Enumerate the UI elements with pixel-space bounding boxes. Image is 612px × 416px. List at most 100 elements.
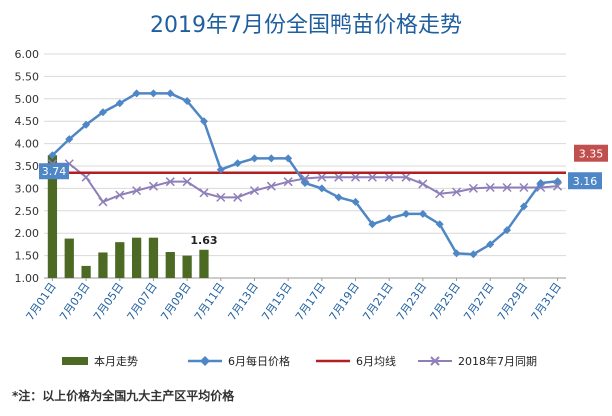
y-tick-label: 5.00 [15,93,40,106]
x-tick-label: 7月27日 [461,280,496,323]
bar-value-label: 1.63 [190,234,217,247]
bar [115,242,125,278]
annotations: 1.63 3.74 3.35 3.16 [39,144,608,247]
legend-swatch-bar [62,357,88,365]
point-2018 [283,177,293,187]
point-2018 [249,186,260,196]
chart-title: 2019年7月份全国鸭苗价格走势 [150,13,462,38]
point-june [317,184,326,193]
x-tick-label: 7月03日 [57,280,92,323]
point-june [233,159,242,168]
point-june [402,209,411,218]
avg-value-callout [574,144,608,162]
point-june [469,250,478,259]
last-value-label: 3.16 [573,175,598,188]
y-tick-label: 3.00 [15,182,40,195]
x-tick-label: 7月19日 [327,280,362,323]
x-tick-label: 7月17日 [293,280,328,323]
x-tick-label: 7月15日 [259,280,294,323]
point-2018 [165,177,175,187]
point-june [553,177,562,186]
point-june [418,209,427,218]
point-2018 [317,172,327,182]
y-tick-label: 2.50 [15,205,40,218]
y-tick-label: 4.50 [15,115,40,128]
legend: 本月走势 6月每日价格 6月均线 2018年7月同期 [62,354,537,368]
y-tick-label: 5.50 [15,70,40,83]
point-june [199,117,208,126]
bar [47,155,58,278]
y-axis-ticks: 1.00 1.50 2.00 2.50 3.00 3.50 4.00 4.50 5.00 5.50… [15,48,40,285]
point-2018 [81,172,91,182]
avg-value-label: 3.35 [579,148,604,161]
x-axis-ticks: 7月01日7月03日7月05日7月07日7月09日7月11日7月13日7月15日… [24,278,564,323]
y-tick-label: 4.00 [15,138,40,151]
x-tick-label: 7月07日 [125,280,160,323]
x-tick-label: 7月23日 [394,280,429,323]
point-june [65,135,74,144]
legend-label-june: 6月每日价格 [228,354,290,368]
bar [199,249,209,278]
line-series-june-daily [48,89,562,259]
x-tick-label: 7月31日 [529,280,564,323]
last-value-callout [568,172,602,190]
bar-series-this-month [47,155,209,278]
x-tick-label: 7月11日 [192,280,227,323]
y-tick-label: 6.00 [15,48,40,61]
legend-label-2018: 2018年7月同期 [458,354,537,368]
point-2018 [485,182,495,193]
point-2018 [401,172,411,182]
bar [81,265,91,278]
footnote: *注：以上价格为全国九大主产区平均价格 [12,388,235,403]
x-tick-label: 7月21日 [360,280,395,323]
y-tick-label: 1.50 [15,250,40,263]
x-tick-label: 7月01日 [24,280,59,323]
point-june [82,120,91,129]
point-june [452,249,461,258]
bar [165,252,175,278]
point-2018 [367,172,377,182]
first-value-label: 3.74 [42,165,67,178]
x-tick-label: 7月05日 [91,280,126,323]
point-2018 [115,190,125,200]
point-june [98,108,107,117]
point-june [435,220,444,229]
point-2018 [216,192,226,202]
x-tick-label: 7月09日 [158,280,193,323]
bar [98,252,108,278]
point-2018 [553,181,563,191]
point-june [250,154,259,163]
point-2018 [199,188,209,198]
point-2018 [435,189,445,199]
point-2018 [182,177,192,187]
point-june [149,89,158,98]
point-2018 [148,181,158,191]
grid-lines [44,53,566,279]
point-june [183,97,192,106]
point-2018 [132,186,142,196]
point-2018 [384,172,394,182]
point-2018 [350,172,361,182]
point-2018 [418,179,428,189]
point-june [385,214,394,223]
x-tick-label: 7月25日 [428,280,463,323]
point-june [503,226,512,235]
x-tick-label: 7月13日 [226,280,261,323]
bar [182,255,192,278]
point-june [368,220,377,229]
point-june [334,193,343,202]
point-june [132,89,141,98]
bar [131,237,142,278]
first-value-callout [39,163,69,180]
point-2018 [266,181,276,191]
point-2018 [502,182,512,193]
legend-label-bar: 本月走势 [94,354,138,368]
x-tick-label: 7月29日 [495,280,530,323]
legend-label-june-avg: 6月均线 [356,354,396,368]
point-2018 [334,172,344,182]
point-june [301,179,309,188]
point-june [351,197,360,206]
point-june [486,240,495,249]
legend-marker-june [200,356,210,366]
